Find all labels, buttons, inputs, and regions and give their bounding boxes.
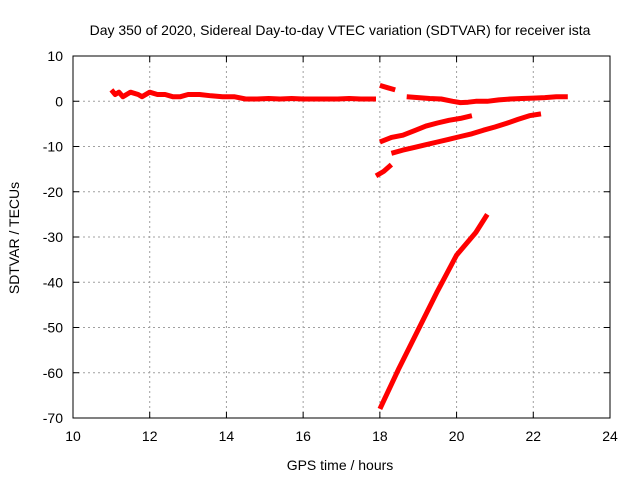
y-tick-label: -40 <box>43 274 63 290</box>
satellite-track-7 <box>377 213 490 410</box>
x-tick-label: 14 <box>219 428 235 444</box>
y-tick-label: 0 <box>55 93 63 109</box>
y-axis-title: SDTVAR / TECUs <box>6 182 22 294</box>
axis-ticks: 10 12 14 16 18 20 22 24 10 0 -10 -20 -30 -40 -50 -60 -70 <box>43 48 618 444</box>
x-tick-label: 12 <box>142 428 158 444</box>
y-tick-label: -50 <box>43 320 63 336</box>
x-tick-label: 10 <box>65 428 81 444</box>
x-tick-label: 20 <box>449 428 465 444</box>
x-axis-title: GPS time / hours <box>287 457 394 473</box>
data-series <box>109 83 568 410</box>
y-tick-label: -30 <box>43 229 63 245</box>
x-tick-label: 18 <box>372 428 388 444</box>
x-tick-label: 22 <box>525 428 541 444</box>
satellite-track-2 <box>379 83 396 93</box>
y-tick-label: -70 <box>43 410 63 426</box>
x-tick-label: 24 <box>602 428 618 444</box>
satellite-track-6 <box>374 162 394 179</box>
x-tick-label: 16 <box>295 428 311 444</box>
satellite-track-3 <box>406 94 568 106</box>
chart-title: Day 350 of 2020, Sidereal Day-to-day VTE… <box>90 22 591 38</box>
satellite-track-4 <box>378 113 473 145</box>
y-tick-label: -10 <box>43 139 63 155</box>
satellite-track-5 <box>390 111 542 156</box>
y-tick-label: 10 <box>47 48 63 64</box>
satellite-track-1 <box>109 88 376 102</box>
y-tick-label: -20 <box>43 184 63 200</box>
y-tick-label: -60 <box>43 365 63 381</box>
